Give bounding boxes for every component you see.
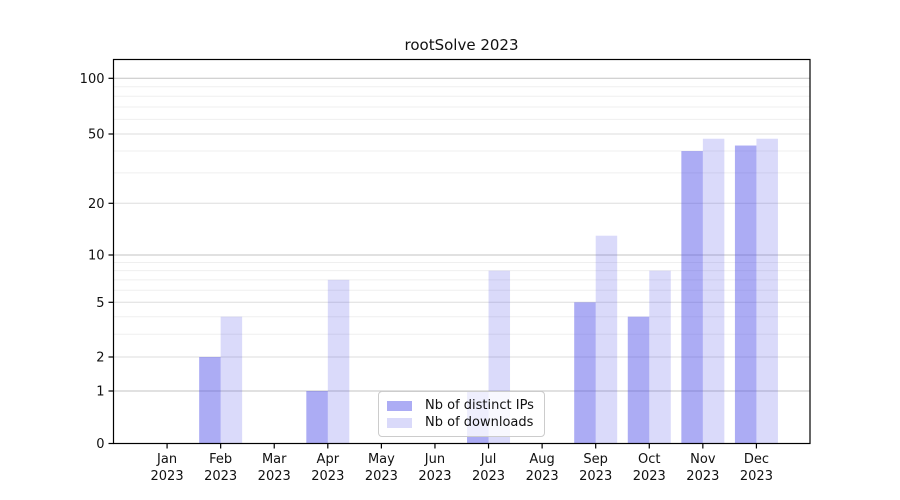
x-tick-label-year: 2023 xyxy=(686,469,719,484)
y-tick-label: 5 xyxy=(96,296,104,311)
legend-swatch-downloads-icon xyxy=(387,417,412,428)
x-tick-label-year: 2023 xyxy=(151,469,184,484)
x-tick-label-year: 2023 xyxy=(311,469,344,484)
bar-downloads-apr xyxy=(327,279,350,444)
x-tick-label-year: 2023 xyxy=(204,469,237,484)
x-tick-label-year: 2023 xyxy=(365,469,398,484)
x-tick-label-month: Oct xyxy=(638,452,660,467)
legend-swatch-distinct-ips-icon xyxy=(387,400,412,411)
bar-downloads-nov xyxy=(702,138,725,444)
bar-distinct-ips-oct xyxy=(627,316,650,444)
x-tick-label-year: 2023 xyxy=(418,469,451,484)
x-tick-label-year: 2023 xyxy=(258,469,291,484)
x-tick-label-year: 2023 xyxy=(472,469,505,484)
x-tick-label-month: Jul xyxy=(480,452,497,467)
legend: Nb of distinct IPs Nb of downloads xyxy=(378,391,545,437)
x-tick-label-month: Sep xyxy=(583,452,608,467)
y-tick-label: 20 xyxy=(88,197,105,212)
x-tick-label-year: 2023 xyxy=(740,469,773,484)
legend-label-downloads: Nb of downloads xyxy=(425,415,534,430)
x-tick-label-month: Feb xyxy=(209,452,232,467)
x-tick-label-month: Apr xyxy=(317,452,340,467)
y-tick-label: 10 xyxy=(88,249,105,264)
y-tick-label: 1 xyxy=(96,385,104,400)
legend-row-downloads: Nb of downloads xyxy=(387,416,544,429)
plot-border xyxy=(112,58,811,445)
y-tick-label: 100 xyxy=(80,72,105,87)
bar-downloads-sep xyxy=(595,235,618,444)
y-tick-label: 2 xyxy=(96,351,104,366)
bar-distinct-ips-dec xyxy=(734,145,757,444)
y-tick-label: 50 xyxy=(88,128,105,143)
bar-downloads-dec xyxy=(756,138,778,444)
x-tick-label-month: Jun xyxy=(424,452,445,467)
x-tick-label-year: 2023 xyxy=(579,469,612,484)
legend-row-distinct-ips: Nb of distinct IPs xyxy=(387,399,544,412)
bar-distinct-ips-feb xyxy=(199,357,221,444)
x-tick-label-year: 2023 xyxy=(633,469,666,484)
x-tick-label-year: 2023 xyxy=(526,469,559,484)
legend-label-distinct-ips: Nb of distinct IPs xyxy=(425,398,534,413)
x-tick-label-month: Aug xyxy=(529,452,554,467)
x-tick-label-month: Jan xyxy=(156,452,177,467)
x-tick-label-month: Nov xyxy=(690,452,716,467)
bar-distinct-ips-apr xyxy=(306,391,328,444)
bar-downloads-oct xyxy=(649,270,671,444)
x-tick-label-month: Dec xyxy=(744,452,769,467)
bar-downloads-feb xyxy=(220,316,243,444)
bar-distinct-ips-sep xyxy=(574,302,596,444)
x-tick-label-month: May xyxy=(368,452,395,467)
y-tick-label: 0 xyxy=(96,437,104,452)
bar-distinct-ips-nov xyxy=(681,151,703,444)
x-tick-label-month: Mar xyxy=(262,452,287,467)
chart-title: rootSolve 2023 xyxy=(404,36,519,54)
